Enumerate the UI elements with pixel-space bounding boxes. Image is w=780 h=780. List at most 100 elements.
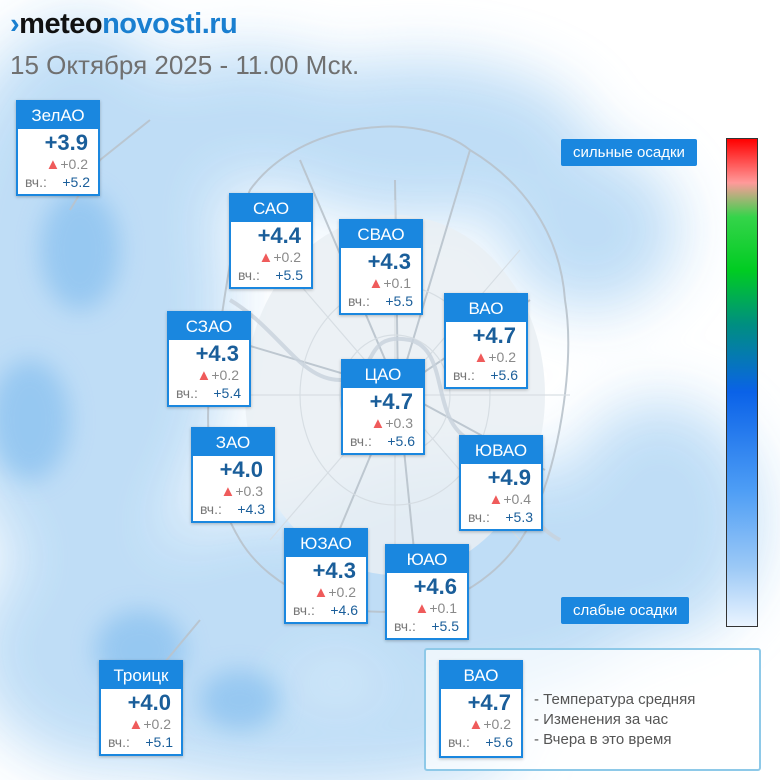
district-name: Троицк	[101, 662, 181, 689]
triangle-up-icon: ▲	[196, 367, 212, 384]
yesterday-label: вч.:	[468, 509, 490, 525]
district-yesterday: вч.: +5.4	[169, 384, 249, 403]
yesterday-value: +4.6	[330, 602, 358, 618]
yesterday-label: вч.:	[293, 602, 315, 618]
forecast-date: 15 Октября 2025 - 11.00 Мск.	[10, 50, 360, 80]
yesterday-value: +4.3	[237, 501, 265, 517]
precipitation-scale-bar	[726, 138, 758, 627]
district-name: ЗелАО	[18, 102, 98, 129]
change-value: +0.2	[488, 349, 516, 365]
yesterday-value: +5.4	[213, 385, 241, 401]
district-yesterday: вч.: +5.3	[461, 508, 541, 527]
triangle-up-icon: ▲	[473, 349, 489, 366]
change-value: +0.2	[483, 716, 511, 732]
change-value: +0.3	[385, 415, 413, 431]
district-yesterday: вч.: +5.6	[446, 366, 526, 385]
district-name: САО	[231, 195, 311, 222]
district-change: ▲+0.1	[341, 275, 421, 292]
district-card-yuvao: ЮВАО +4.9 ▲+0.4 вч.: +5.3	[459, 435, 543, 531]
legend-line-yesterday: - Вчера в это время	[534, 731, 672, 748]
district-name: ЮАО	[387, 546, 467, 573]
district-yesterday: вч.: +5.5	[341, 292, 421, 311]
district-name: СЗАО	[169, 313, 249, 340]
district-name: ЮЗАО	[286, 530, 366, 557]
scale-bottom-label: слабые осадки	[561, 597, 690, 624]
district-card-yuzao: ЮЗАО +4.3 ▲+0.2 вч.: +4.6	[284, 528, 368, 624]
district-change: ▲+0.2	[169, 367, 249, 384]
district-yesterday: вч.: +5.5	[231, 266, 311, 285]
triangle-up-icon: ▲	[45, 156, 61, 173]
yesterday-label: вч.:	[448, 734, 470, 750]
district-name: ВАО	[446, 295, 526, 322]
district-yesterday: вч.: +4.3	[193, 500, 273, 519]
district-temperature: +4.3	[312, 558, 356, 583]
triangle-up-icon: ▲	[313, 584, 329, 601]
scale-top-label: сильные осадки	[561, 139, 697, 166]
triangle-up-icon: ▲	[220, 483, 236, 500]
district-temperature: +4.3	[367, 249, 411, 274]
yesterday-label: вч.:	[25, 174, 47, 190]
district-change: ▲+0.2	[231, 249, 311, 266]
district-yesterday: вч.: +5.2	[18, 173, 98, 192]
yesterday-label: вч.:	[453, 367, 475, 383]
change-value: +0.1	[429, 600, 457, 616]
district-temperature: +4.3	[195, 341, 239, 366]
yesterday-label: вч.:	[200, 501, 222, 517]
change-value: +0.1	[383, 275, 411, 291]
change-value: +0.2	[60, 156, 88, 172]
district-change: ▲+0.4	[461, 491, 541, 508]
yesterday-label: вч.:	[108, 734, 130, 750]
logo-text-novosti: novosti.ru	[102, 8, 238, 40]
triangle-up-icon: ▲	[488, 491, 504, 508]
district-yesterday: вч.: +5.5	[387, 617, 467, 636]
district-change: ▲+0.3	[343, 415, 423, 432]
district-change: ▲+0.2	[101, 716, 181, 733]
district-yesterday: вч.: +4.6	[286, 601, 366, 620]
change-value: +0.2	[143, 716, 171, 732]
district-change: ▲+0.1	[387, 600, 467, 617]
logo-text-meteo: meteo	[19, 8, 103, 40]
district-card-yuao: ЮАО +4.6 ▲+0.1 вч.: +5.5	[385, 544, 469, 640]
district-card-svao: СВАО +4.3 ▲+0.1 вч.: +5.5	[339, 219, 423, 315]
district-card-zelao: ЗелАО +3.9 ▲+0.2 вч.: +5.2	[16, 100, 100, 196]
triangle-up-icon: ▲	[368, 275, 384, 292]
yesterday-label: вч.:	[350, 433, 372, 449]
yesterday-value: +5.2	[62, 174, 90, 190]
district-yesterday: вч.: +5.1	[101, 733, 181, 752]
district-card-troitsk: Троицк +4.0 ▲+0.2 вч.: +5.1	[99, 660, 183, 756]
district-yesterday: вч.: +5.6	[441, 733, 521, 752]
district-change: ▲+0.2	[446, 349, 526, 366]
change-value: +0.2	[273, 249, 301, 265]
yesterday-value: +5.6	[485, 734, 513, 750]
yesterday-label: вч.:	[238, 267, 260, 283]
district-name: ЗАО	[193, 429, 273, 456]
triangle-up-icon: ▲	[468, 716, 484, 733]
district-name: СВАО	[341, 221, 421, 248]
district-name: ЮВАО	[461, 437, 541, 464]
yesterday-value: +5.6	[490, 367, 518, 383]
yesterday-label: вч.:	[394, 618, 416, 634]
yesterday-label: вч.:	[348, 293, 370, 309]
site-logo[interactable]: ›meteonovosti.ru	[10, 8, 238, 41]
yesterday-value: +5.5	[275, 267, 303, 283]
triangle-up-icon: ▲	[414, 600, 430, 617]
legend-line-temperature: - Температура средняя	[534, 691, 696, 708]
legend-sample-card: ВАО +4.7 ▲+0.2 вч.: +5.6	[439, 660, 523, 758]
district-card-szao: СЗАО +4.3 ▲+0.2 вч.: +5.4	[167, 311, 251, 407]
district-yesterday: вч.: +5.6	[343, 432, 423, 451]
district-temperature: +4.0	[127, 690, 171, 715]
logo-mark: ›	[10, 8, 20, 40]
legend-line-change: - Изменения за час	[534, 711, 669, 728]
change-value: +0.2	[211, 367, 239, 383]
triangle-up-icon: ▲	[370, 415, 386, 432]
yesterday-label: вч.:	[176, 385, 198, 401]
yesterday-value: +5.3	[505, 509, 533, 525]
district-change: ▲+0.2	[286, 584, 366, 601]
district-change: ▲+0.2	[18, 156, 98, 173]
district-temperature: +4.7	[467, 690, 511, 715]
district-name: ЦАО	[343, 361, 423, 388]
change-value: +0.3	[235, 483, 263, 499]
yesterday-value: +5.5	[385, 293, 413, 309]
district-card-sao: САО +4.4 ▲+0.2 вч.: +5.5	[229, 193, 313, 289]
triangle-up-icon: ▲	[258, 249, 274, 266]
